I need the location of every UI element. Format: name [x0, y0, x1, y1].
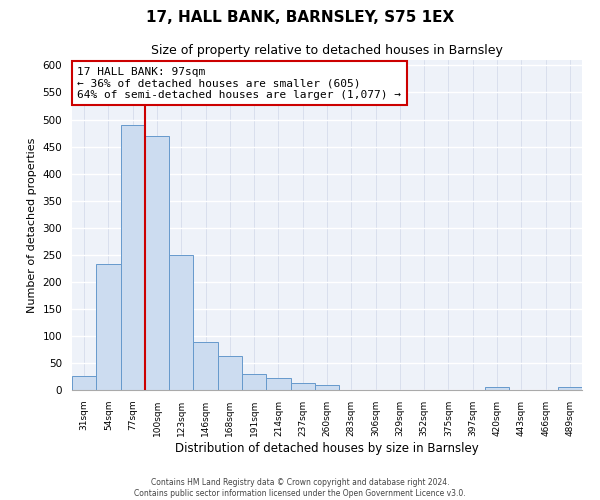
Bar: [96, 264, 121, 390]
Bar: [218, 356, 242, 390]
Bar: [558, 388, 582, 390]
Text: 17 HALL BANK: 97sqm
← 36% of detached houses are smaller (605)
64% of semi-detac: 17 HALL BANK: 97sqm ← 36% of detached ho…: [77, 66, 401, 100]
Y-axis label: Number of detached properties: Number of detached properties: [27, 138, 37, 312]
Text: Contains HM Land Registry data © Crown copyright and database right 2024.
Contai: Contains HM Land Registry data © Crown c…: [134, 478, 466, 498]
Bar: [266, 378, 290, 390]
Bar: [121, 125, 145, 390]
Bar: [315, 384, 339, 390]
X-axis label: Distribution of detached houses by size in Barnsley: Distribution of detached houses by size …: [175, 442, 479, 454]
Title: Size of property relative to detached houses in Barnsley: Size of property relative to detached ho…: [151, 44, 503, 58]
Text: 17, HALL BANK, BARNSLEY, S75 1EX: 17, HALL BANK, BARNSLEY, S75 1EX: [146, 10, 454, 25]
Bar: [72, 376, 96, 390]
Bar: [169, 255, 193, 390]
Bar: [193, 342, 218, 390]
Bar: [290, 383, 315, 390]
Bar: [485, 388, 509, 390]
Bar: [145, 136, 169, 390]
Bar: [242, 374, 266, 390]
